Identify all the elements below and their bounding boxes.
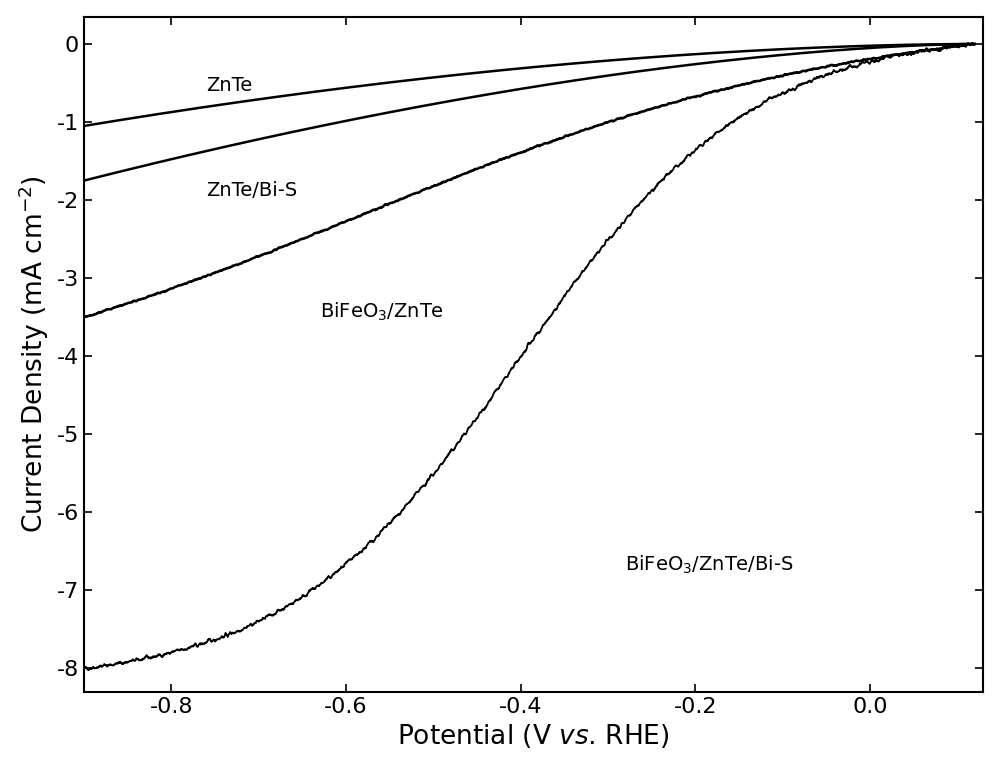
Text: BiFeO$_3$/ZnTe: BiFeO$_3$/ZnTe <box>320 300 444 322</box>
X-axis label: Potential (V $\it{vs}$. RHE): Potential (V $\it{vs}$. RHE) <box>397 723 670 750</box>
Y-axis label: Current Density (mA cm$^{-2}$): Current Density (mA cm$^{-2}$) <box>17 176 51 533</box>
Text: ZnTe: ZnTe <box>206 76 252 95</box>
Text: ZnTe/Bi-S: ZnTe/Bi-S <box>206 181 297 200</box>
Text: BiFeO$_3$/ZnTe/Bi-S: BiFeO$_3$/ZnTe/Bi-S <box>625 554 794 576</box>
